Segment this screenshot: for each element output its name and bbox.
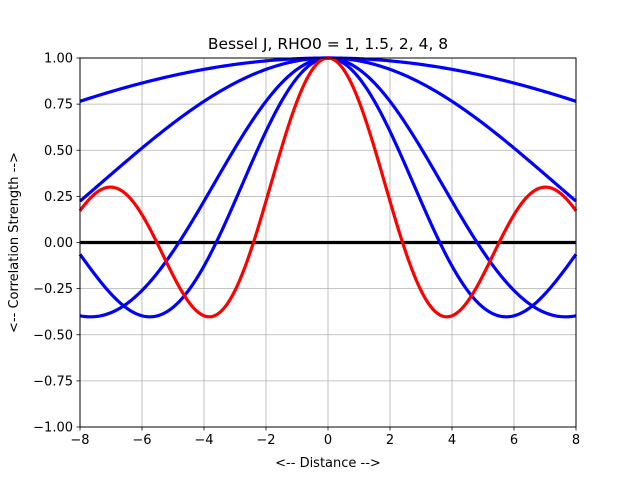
y-tick-label: 0.00 — [44, 236, 73, 251]
x-tick-label: −8 — [70, 433, 89, 448]
y-tick-label: 0.25 — [44, 190, 73, 205]
chart-title: Bessel J, RHO0 = 1, 1.5, 2, 4, 8 — [208, 35, 448, 53]
x-tick-label: −2 — [256, 433, 275, 448]
x-tick-label: −4 — [194, 433, 213, 448]
x-tick-label: 0 — [324, 433, 332, 448]
y-tick-label: −0.75 — [33, 374, 73, 389]
y-tick-label: −1.00 — [33, 421, 73, 436]
x-tick-label: 4 — [448, 433, 456, 448]
x-axis: −8 −6 −4 −2 0 2 4 6 8 — [70, 427, 580, 448]
y-tick-label: −0.50 — [33, 328, 73, 343]
x-tick-label: −6 — [132, 433, 151, 448]
x-tick-label: 8 — [572, 433, 580, 448]
y-axis-label: <-- Correlation Strength --> — [7, 152, 22, 333]
x-tick-label: 2 — [386, 433, 394, 448]
x-axis-label: <-- Distance --> — [275, 456, 381, 471]
y-tick-label: 1.00 — [44, 52, 73, 67]
x-tick-label: 6 — [510, 433, 518, 448]
y-axis: −1.00 −0.75 −0.50 −0.25 0.00 0.25 0.50 0.75 1.00 — [33, 52, 80, 436]
y-tick-label: 0.75 — [44, 98, 73, 113]
y-tick-label: 0.50 — [44, 144, 73, 159]
y-tick-label: −0.25 — [33, 282, 73, 297]
